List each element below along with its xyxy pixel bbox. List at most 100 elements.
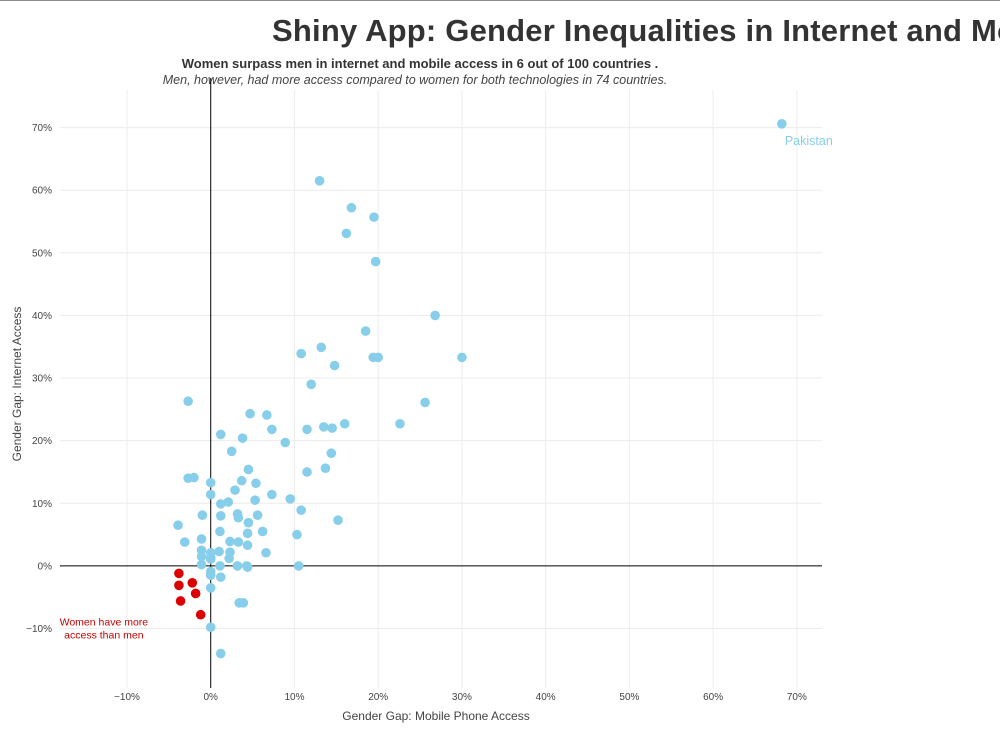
point-men-more bbox=[339, 418, 350, 429]
point-men-more bbox=[267, 489, 277, 500]
point-men-more bbox=[306, 379, 317, 390]
x-axis-title: Gender Gap: Mobile Phone Access bbox=[342, 709, 529, 723]
point-women-more bbox=[190, 588, 201, 599]
top-border bbox=[0, 0, 1000, 1]
x-tick-label: 20% bbox=[368, 692, 388, 703]
zero-lines bbox=[60, 78, 822, 688]
point-men-more bbox=[341, 228, 352, 239]
point-women-more bbox=[195, 609, 206, 620]
point-men-more bbox=[296, 505, 306, 515]
point-men-more bbox=[223, 497, 234, 507]
point-men-more bbox=[329, 360, 340, 371]
point-men-more bbox=[320, 463, 331, 474]
point-women-more bbox=[174, 580, 184, 591]
point-men-more bbox=[215, 429, 226, 440]
point-men-more bbox=[233, 512, 244, 523]
point-men-more bbox=[196, 559, 207, 570]
y-axis-ticks: −10% 0% 10% 20% 30% 40% 50% 60% 70% bbox=[26, 123, 52, 635]
point-men-more bbox=[205, 554, 216, 564]
point-men-more bbox=[267, 424, 277, 435]
point-men-more bbox=[251, 478, 261, 489]
point-men-more bbox=[360, 326, 371, 336]
x-tick-label: 50% bbox=[619, 692, 639, 703]
x-tick-label: −10% bbox=[114, 692, 140, 703]
point-men-more bbox=[318, 422, 329, 432]
x-axis-ticks: −10% 0% 10% 20% 30% 40% 50% 60% 70% bbox=[114, 692, 807, 703]
point-men-more bbox=[292, 529, 302, 540]
point-men-more bbox=[173, 520, 183, 530]
point-men-more bbox=[252, 510, 263, 520]
point-men-more bbox=[293, 561, 304, 571]
annotation-women-more: Women have more access than men bbox=[60, 617, 149, 642]
point-women-more bbox=[187, 578, 198, 588]
point-men-more bbox=[296, 348, 306, 359]
point-men-more bbox=[215, 511, 226, 521]
point-men-more bbox=[285, 494, 296, 504]
y-tick-label: 0% bbox=[38, 561, 53, 572]
chart-subtitle-2: Men, however, had more access compared t… bbox=[162, 73, 668, 87]
point-men-more bbox=[205, 477, 216, 488]
point-men-more bbox=[196, 534, 207, 544]
point-men-more bbox=[238, 598, 249, 608]
app-title: Shiny App: Gender Inequalities in Intern… bbox=[272, 13, 1000, 48]
y-tick-label: 10% bbox=[32, 499, 52, 510]
point-men-more bbox=[302, 467, 312, 477]
point-men-more bbox=[183, 396, 193, 407]
data-points bbox=[173, 119, 787, 659]
y-tick-label: −10% bbox=[26, 624, 52, 635]
point-men-more bbox=[369, 212, 379, 222]
point-men-more bbox=[232, 561, 243, 571]
point-men-more bbox=[214, 546, 224, 557]
point-men-more bbox=[230, 485, 240, 495]
point-men-more bbox=[430, 310, 440, 321]
point-men-more bbox=[205, 570, 216, 581]
point-men-more bbox=[215, 526, 225, 537]
y-tick-label: 40% bbox=[32, 311, 52, 322]
point-men-more bbox=[280, 437, 291, 448]
point-men-more bbox=[215, 648, 226, 659]
point-men-more bbox=[226, 446, 237, 457]
y-tick-label: 20% bbox=[32, 436, 52, 447]
point-men-more bbox=[250, 495, 260, 505]
y-tick-label: 60% bbox=[32, 186, 52, 197]
point-men-more bbox=[179, 537, 190, 547]
point-women-more bbox=[175, 596, 186, 606]
point-men-more bbox=[236, 475, 247, 486]
point-men-more bbox=[262, 410, 272, 420]
point-men-more bbox=[243, 464, 254, 475]
point-men-more bbox=[205, 583, 216, 593]
point-men-more bbox=[242, 562, 253, 572]
point-men-more bbox=[327, 423, 337, 433]
point-men-more bbox=[302, 424, 312, 435]
x-tick-label: 0% bbox=[203, 692, 218, 703]
y-tick-label: 70% bbox=[32, 123, 52, 134]
y-tick-label: 30% bbox=[32, 374, 52, 385]
point-men-more bbox=[395, 418, 405, 429]
point-men-more bbox=[215, 499, 226, 509]
x-tick-label: 70% bbox=[787, 692, 807, 703]
point-men-more bbox=[237, 433, 248, 443]
point-women-more bbox=[174, 568, 184, 579]
point-men-more bbox=[314, 175, 325, 186]
point-men-more bbox=[326, 448, 337, 458]
point-men-more bbox=[189, 472, 199, 483]
x-tick-label: 60% bbox=[703, 692, 723, 703]
x-tick-label: 40% bbox=[536, 692, 556, 703]
point-men-more bbox=[316, 342, 327, 353]
point-men-more bbox=[243, 517, 254, 528]
point-men-more bbox=[420, 397, 430, 408]
point-men-more bbox=[257, 526, 268, 537]
y-tick-label: 50% bbox=[32, 248, 52, 259]
y-axis-title: Gender Gap: Internet Access bbox=[10, 307, 24, 462]
point-men-more bbox=[370, 256, 381, 267]
chart-subtitle: Women surpass men in internet and mobile… bbox=[181, 56, 659, 71]
point-men-more bbox=[215, 572, 226, 582]
point-men-more bbox=[245, 408, 255, 419]
annotations: Pakistan Women have more access than men bbox=[60, 134, 833, 642]
point-men-more bbox=[242, 528, 253, 539]
point-men-more bbox=[215, 561, 225, 571]
point-men-more bbox=[373, 352, 383, 363]
point-men-more bbox=[457, 352, 467, 363]
point-men-more bbox=[224, 553, 234, 564]
